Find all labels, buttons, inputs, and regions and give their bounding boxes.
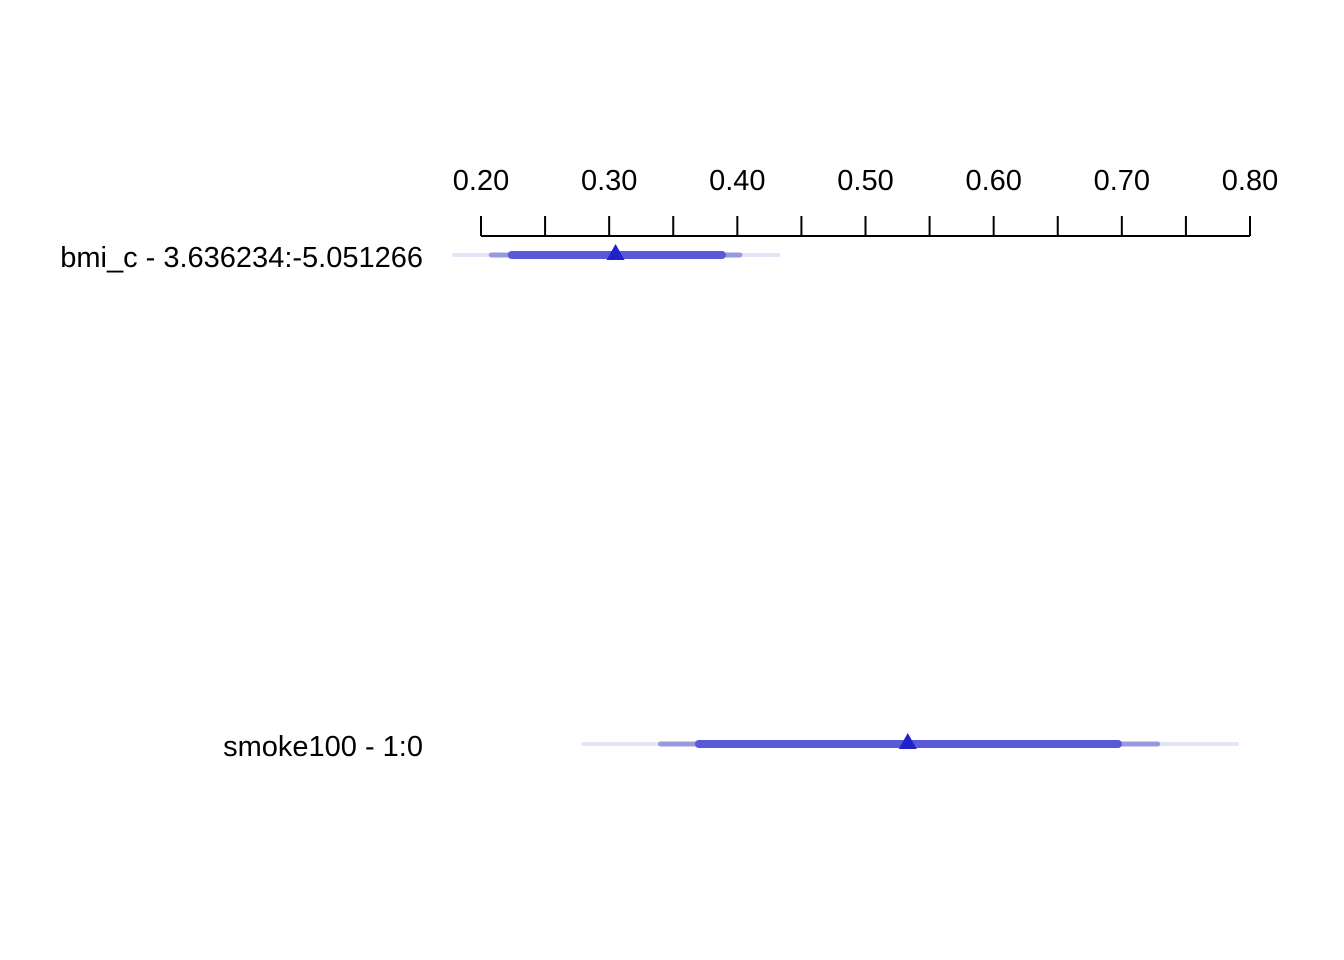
tick-label: 0.40 — [709, 165, 765, 197]
interval-row: smoke100 - 1:0 — [223, 731, 1240, 763]
tick-label: 0.20 — [453, 165, 509, 197]
interval-row: bmi_c - 3.636234:-5.051266 — [60, 242, 781, 274]
tick-label: 0.50 — [837, 165, 893, 197]
tick-label: 0.30 — [581, 165, 637, 197]
x-axis: 0.20 0.30 0.40 0.50 0.60 0.70 0.80 — [453, 165, 1278, 237]
row-label: smoke100 - 1:0 — [223, 731, 423, 763]
estimate-marker — [606, 244, 625, 260]
row-label: bmi_c - 3.636234:-5.051266 — [60, 242, 423, 274]
estimate-marker — [898, 733, 917, 749]
tick-label: 0.70 — [1094, 165, 1150, 197]
tick-label: 0.80 — [1222, 165, 1278, 197]
tick-label: 0.60 — [965, 165, 1021, 197]
interval-rows: bmi_c - 3.636234:-5.051266 smoke100 - 1:0 — [60, 242, 1240, 763]
